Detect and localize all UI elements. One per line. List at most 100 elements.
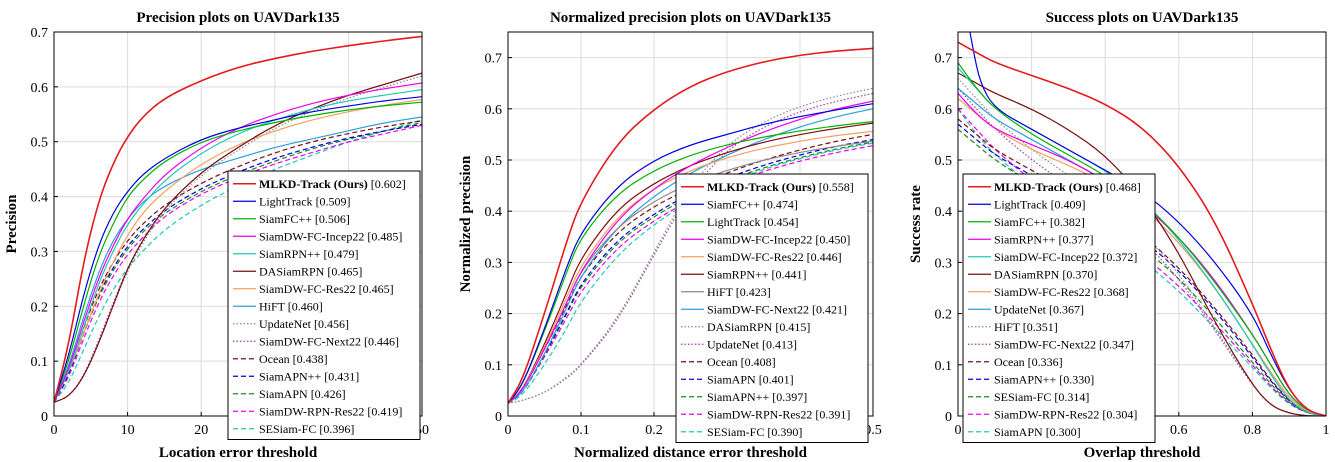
y-tick-label: 0.3 (31, 245, 49, 260)
legend-label: SiamFC++ [0.506] (259, 212, 350, 226)
legend-box (962, 173, 1156, 443)
legend-label: Ocean [0.408] (707, 355, 776, 369)
y-axis-label: Success rate (908, 185, 924, 263)
legend-label: Ocean [0.336] (994, 355, 1063, 369)
series-line (958, 118, 1326, 416)
y-tick-label: 0.2 (31, 300, 49, 315)
series-line (54, 120, 422, 403)
legend-label: HiFT [0.460] (259, 299, 323, 313)
legend-label: SiamAPN [0.401] (707, 372, 794, 386)
legend-label: SiamDW-FC-Res22 [0.465] (259, 282, 394, 296)
legend-label: SiamDW-FC-Next22 [0.421] (707, 302, 847, 316)
y-tick-label: 0.1 (31, 355, 49, 370)
x-tick-label: 10 (121, 423, 135, 438)
legend-label: SiamDW-FC-Next22 [0.347] (994, 337, 1134, 351)
legend-label: MLKD-Track (Ours) [0.558] (707, 180, 854, 194)
legend-label: SiamAPN [0.426] (259, 387, 346, 401)
series-group (54, 35, 422, 403)
series-line (54, 89, 422, 403)
y-tick-label: 0 (41, 410, 48, 425)
legend-label: DASiamRPN [0.370] (994, 267, 1097, 281)
legend-label: SiamFC++ [0.382] (994, 215, 1085, 229)
legend-label: Ocean [0.438] (259, 352, 328, 366)
series-line (508, 141, 873, 404)
legend-label: SiamDW-RPN-Res22 [0.391] (707, 407, 850, 421)
x-axis-label: Normalized distance error threshold (574, 445, 808, 461)
legend-label: SiamDW-FC-Incep22 [0.485] (259, 229, 402, 243)
legend-label: SiamFC++ [0.474] (707, 197, 798, 211)
legend-label: SESiam-FC [0.314] (994, 390, 1089, 404)
x-tick-label: 1 (1323, 423, 1330, 438)
x-tick-label: 0.1 (572, 423, 590, 438)
series-line (54, 82, 422, 403)
series-line (958, 32, 1326, 416)
legend-label: SESiam-FC [0.396] (259, 422, 354, 436)
series-line (508, 108, 873, 404)
x-tick-label: 0 (955, 423, 962, 438)
series-line (508, 47, 873, 404)
legend-label: LightTrack [0.509] (259, 194, 351, 208)
legend-label: SiamRPN++ [0.479] (259, 247, 359, 261)
legend: MLKD-Track (Ours) [0.558] SiamFC++ [0.474… (675, 173, 869, 443)
x-tick-label: 0 (51, 423, 58, 438)
y-tick-label: 0.7 (485, 52, 503, 67)
y-tick-label: 0.2 (935, 308, 953, 323)
series-line (958, 108, 1326, 416)
series-line (508, 130, 873, 404)
series-line (54, 98, 422, 403)
y-tick-label: 0.4 (31, 191, 49, 206)
y-tick-label: 0.3 (485, 256, 503, 271)
x-axis-label: Overlap threshold (1084, 445, 1201, 461)
legend-label: UpdateNet [0.367] (994, 302, 1084, 316)
y-tick-label: 0.6 (485, 103, 503, 118)
y-tick-label: 0.4 (485, 205, 503, 220)
legend-label: LightTrack [0.454] (707, 215, 799, 229)
legend-label: HiFT [0.423] (707, 285, 771, 299)
legend-label: LightTrack [0.409] (994, 197, 1086, 211)
series-line (54, 116, 422, 403)
x-tick-label: 0.6 (1170, 423, 1188, 438)
series-line (508, 138, 873, 404)
y-tick-label: 0.6 (31, 81, 49, 96)
legend-label: SiamAPN++ [0.330] (994, 372, 1094, 386)
series-line (508, 103, 873, 404)
y-tick-label: 0.2 (485, 308, 503, 323)
x-tick-label: 0.8 (1244, 423, 1262, 438)
y-tick-label: 0.5 (31, 136, 49, 151)
chart-title: Normalized precision plots on UAVDark135 (550, 10, 831, 26)
legend-label: SiamAPN++ [0.397] (707, 390, 807, 404)
series-line (958, 41, 1326, 416)
legend-box (227, 170, 421, 440)
series-line (54, 124, 422, 403)
y-axis-label: Normalized precision (458, 155, 474, 292)
y-tick-label: 0.1 (485, 359, 503, 374)
legend-label: SiamDW-RPN-Res22 [0.304] (994, 407, 1137, 421)
legend-label: SiamDW-FC-Res22 [0.446] (707, 250, 842, 264)
y-tick-label: 0.6 (935, 103, 953, 118)
chart-panel-3: 00.20.40.60.8100.10.20.30.40.50.60.7Succ… (908, 10, 1330, 461)
y-tick-label: 0.5 (485, 154, 503, 169)
legend-label: UpdateNet [0.413] (707, 337, 797, 351)
x-tick-label: 0.2 (645, 423, 663, 438)
series-line (508, 100, 873, 404)
y-axis-label: Precision (4, 194, 20, 254)
legend-label: SiamDW-FC-Res22 [0.368] (994, 285, 1129, 299)
chart-title: Success plots on UAVDark135 (1046, 10, 1239, 26)
legend-label: SiamDW-FC-Incep22 [0.450] (707, 232, 850, 246)
series-line (508, 142, 873, 404)
legend-label: SiamAPN [0.300] (994, 425, 1081, 439)
series-line (54, 72, 422, 403)
series-line (54, 96, 422, 403)
series-line (508, 92, 873, 404)
legend-label: UpdateNet [0.456] (259, 317, 349, 331)
chart-panel-1: 0102030405000.10.20.30.40.50.60.7Precisi… (4, 10, 429, 461)
legend-label: MLKD-Track (Ours) [0.468] (994, 180, 1141, 194)
legend-label: DASiamRPN [0.415] (707, 320, 810, 334)
legend-label: DASiamRPN [0.465] (259, 264, 362, 278)
chart-title: Precision plots on UAVDark135 (136, 10, 339, 26)
series-line (54, 101, 422, 403)
legend-label: SiamDW-FC-Next22 [0.446] (259, 334, 399, 348)
y-tick-label: 0.7 (935, 52, 953, 67)
